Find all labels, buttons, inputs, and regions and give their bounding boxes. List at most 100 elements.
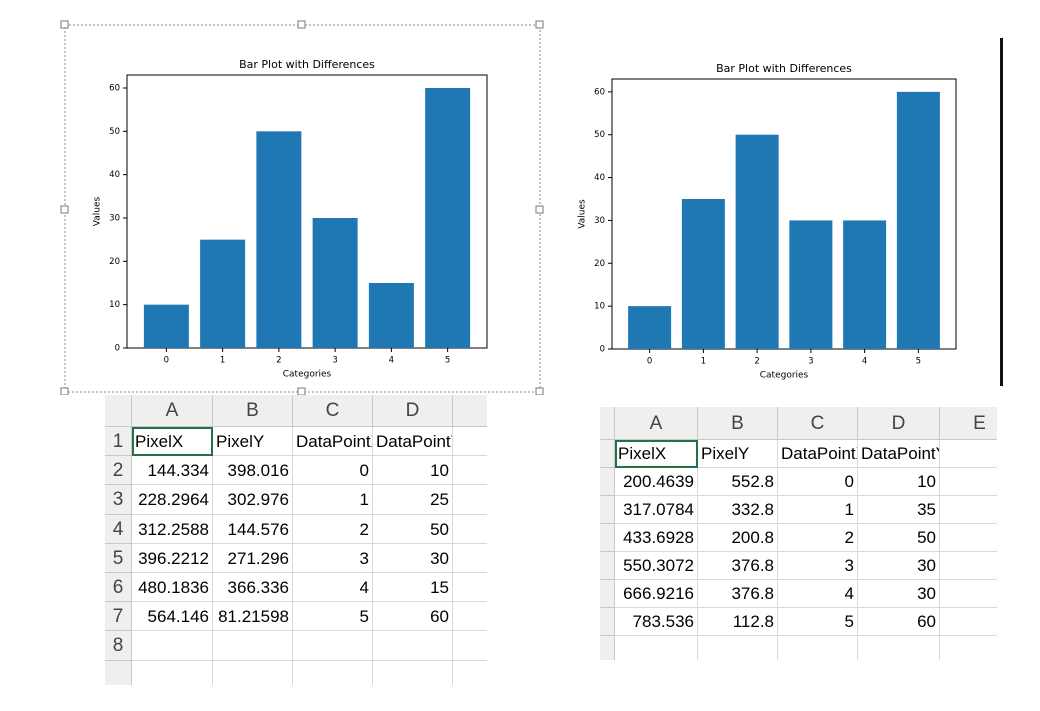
cell: 200.8 <box>698 524 778 552</box>
row-header <box>600 496 615 524</box>
x-tick-label: 2 <box>754 357 759 367</box>
y-tick-label: 40 <box>109 170 120 180</box>
y-tick-label: 40 <box>594 173 605 183</box>
column-header: B <box>698 407 778 440</box>
y-tick-label: 0 <box>600 345 605 355</box>
column-header <box>453 395 487 427</box>
cell: 2 <box>778 524 858 552</box>
row-header: 5 <box>105 543 132 573</box>
cell: 200.4639 <box>615 468 698 496</box>
cell: DataPointX <box>778 440 858 468</box>
cell: 35 <box>858 496 940 524</box>
row-header <box>105 660 132 685</box>
cell <box>453 573 487 603</box>
column-header: E <box>940 407 997 440</box>
x-tick-label: 0 <box>647 357 652 367</box>
y-tick-label: 20 <box>109 257 120 267</box>
row-header <box>600 636 615 660</box>
row-header <box>600 552 615 580</box>
column-header: A <box>615 407 698 440</box>
cell: 3 <box>293 543 373 573</box>
cell: 50 <box>373 514 453 544</box>
x-axis-label: Categories <box>760 371 809 381</box>
cell <box>132 631 213 661</box>
cell: DataPointX <box>293 427 373 457</box>
cell: 0 <box>293 456 373 486</box>
x-tick-label: 1 <box>220 356 225 366</box>
cell <box>453 544 487 573</box>
cell <box>698 636 778 660</box>
bar <box>143 304 189 348</box>
row-header: 1 <box>105 427 132 457</box>
row-header <box>600 440 615 468</box>
cell <box>453 631 487 661</box>
cell <box>373 631 453 661</box>
cell <box>453 456 487 486</box>
y-tick-label: 30 <box>109 214 120 224</box>
cell <box>940 608 997 636</box>
bar <box>681 199 725 349</box>
cell: 10 <box>858 468 940 496</box>
cell: 144.334 <box>132 456 213 486</box>
y-tick-label: 0 <box>115 344 120 354</box>
y-axis-label: Values <box>578 199 588 229</box>
cell: 60 <box>858 608 940 636</box>
cell <box>940 440 997 468</box>
selection-handles <box>60 20 544 395</box>
cell: 376.8 <box>698 552 778 580</box>
cell: 15 <box>373 573 453 603</box>
divider <box>1000 38 1003 386</box>
x-tick-label: 1 <box>701 357 706 367</box>
x-tick-label: 4 <box>862 357 867 367</box>
cell: 480.1836 <box>132 573 213 603</box>
row-header: 4 <box>105 514 132 544</box>
cell: 783.536 <box>615 608 698 636</box>
cell: PixelX <box>132 427 213 457</box>
cell: DataPointY <box>373 427 453 457</box>
cell: DataPointY <box>858 440 940 468</box>
cell <box>940 552 997 580</box>
cell: 312.2588 <box>132 514 213 544</box>
cell <box>940 580 997 608</box>
row-header <box>600 524 615 552</box>
sheet: ABCD1PixelXPixelYDataPointXDataPointY214… <box>105 395 487 685</box>
cell: 1 <box>778 496 858 524</box>
cell <box>453 602 487 632</box>
cell: 81.21598 <box>213 602 293 632</box>
row-header: 2 <box>105 456 132 486</box>
cell: 1 <box>293 485 373 515</box>
bar <box>896 91 940 349</box>
bar <box>735 134 779 349</box>
x-tick-label: 0 <box>164 356 169 366</box>
cell <box>453 485 487 515</box>
x-tick-label: 3 <box>808 357 813 367</box>
y-tick-label: 60 <box>594 87 605 97</box>
cell <box>373 660 453 685</box>
cell: 30 <box>858 552 940 580</box>
row-header: 3 <box>105 485 132 515</box>
bar <box>425 88 471 348</box>
cell: 10 <box>373 456 453 486</box>
cell: 4 <box>778 580 858 608</box>
cell <box>940 636 997 660</box>
cell <box>778 636 858 660</box>
column-header: A <box>132 395 213 427</box>
row-header <box>600 580 615 608</box>
cell: 50 <box>858 524 940 552</box>
cell: 0 <box>778 468 858 496</box>
cell: 302.976 <box>213 485 293 515</box>
bar <box>843 220 887 349</box>
cell: PixelY <box>698 440 778 468</box>
chart-title: Bar Plot with Differences <box>239 58 375 71</box>
cell <box>293 631 373 661</box>
cell <box>293 660 373 685</box>
y-tick-label: 30 <box>594 216 605 226</box>
row-header <box>600 468 615 496</box>
y-tick-label: 10 <box>594 302 605 312</box>
cell: PixelY <box>213 427 293 457</box>
cell: 398.016 <box>213 456 293 486</box>
cell: 5 <box>293 602 373 632</box>
y-tick-label: 20 <box>594 259 605 269</box>
